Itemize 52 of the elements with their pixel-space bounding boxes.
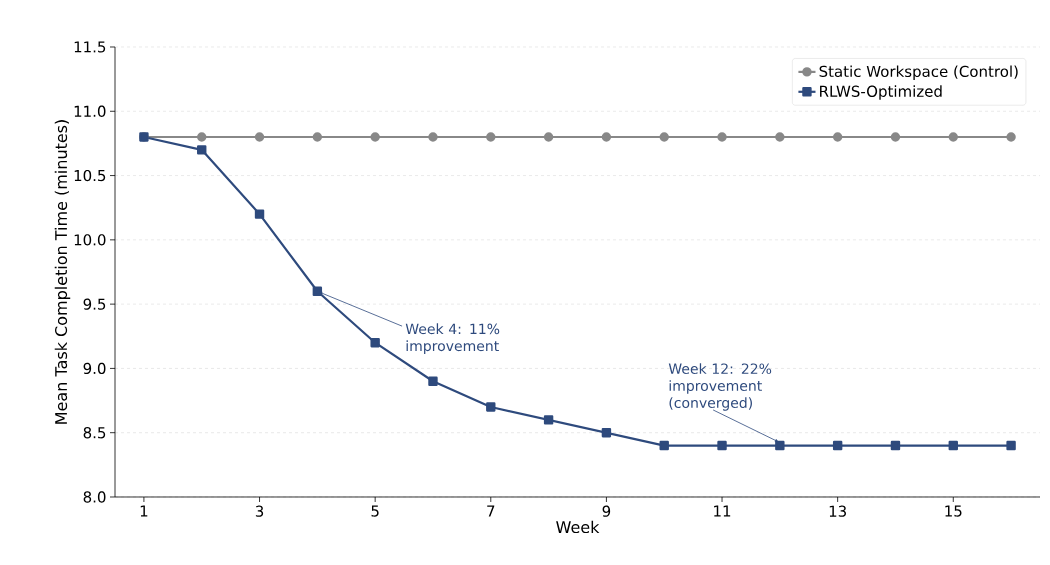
y-tick-label: 10.5: [74, 169, 106, 182]
point: [659, 132, 669, 142]
x-tick-label: 7: [487, 505, 495, 517]
x-tick-label: 5: [371, 505, 379, 517]
legend-label: Static Workspace (Control): [819, 65, 1018, 80]
point: [486, 132, 496, 142]
point: [601, 428, 612, 438]
point: [197, 132, 207, 142]
y-tick-label: 8.0: [83, 491, 106, 503]
point: [832, 440, 843, 451]
x-tick-label: 1: [140, 505, 148, 517]
legend-label: RLWS-Optimized: [820, 85, 942, 100]
point: [775, 132, 785, 142]
point: [717, 132, 727, 142]
point: [1006, 132, 1016, 142]
point: [197, 145, 207, 155]
point: [312, 132, 323, 142]
annotation: Week 4: 11% improvement: [405, 323, 500, 354]
point: [543, 415, 554, 425]
x-tick-label: 9: [602, 505, 611, 517]
y-tick-label: 11.5: [74, 41, 106, 53]
annotation: Week 12: 22% improvement (converged): [668, 363, 772, 411]
x-tick-label: 11: [714, 505, 731, 517]
x-tick-label: 13: [829, 505, 846, 517]
point: [948, 132, 958, 142]
point: [254, 132, 265, 142]
point: [370, 132, 380, 142]
point: [659, 440, 669, 451]
y-tick-label: 11.0: [74, 105, 106, 117]
y-axis-title: Mean Task Completion Time (minutes): [54, 120, 71, 424]
y-tick-label: 8.5: [83, 427, 106, 439]
point: [717, 440, 727, 451]
point: [948, 440, 958, 451]
point: [832, 132, 843, 142]
x-tick-label: 15: [945, 505, 962, 517]
y-tick-label: 9.5: [83, 298, 106, 310]
point: [890, 132, 901, 142]
point: [543, 132, 554, 142]
x-tick-label: 3: [255, 505, 264, 517]
point: [775, 440, 785, 451]
y-tick-label: 10.0: [74, 234, 106, 246]
point: [312, 286, 323, 296]
point: [601, 132, 612, 142]
y-tick-label: 9.0: [83, 362, 106, 375]
point: [370, 338, 380, 348]
point: [486, 402, 496, 412]
x-axis-title: Week: [556, 520, 600, 534]
point: [254, 209, 265, 219]
point: [428, 376, 438, 386]
point: [1006, 440, 1016, 451]
point: [428, 132, 438, 142]
point: [890, 440, 901, 451]
